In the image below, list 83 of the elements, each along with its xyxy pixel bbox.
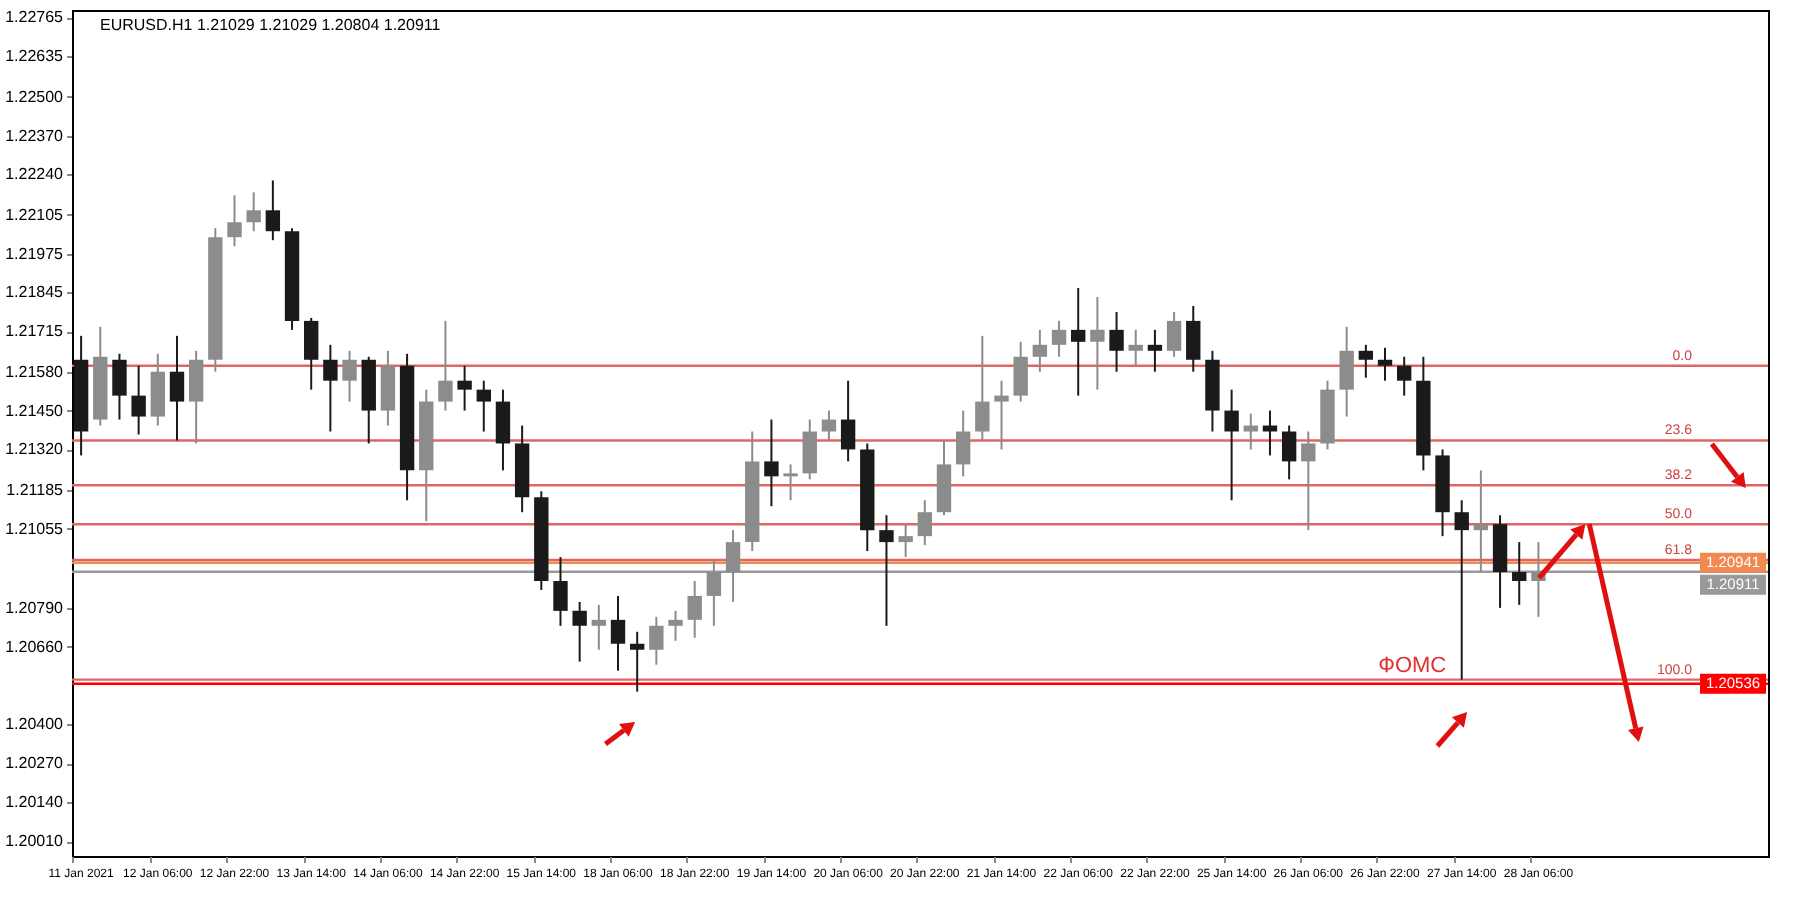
candlestick	[1224, 388, 1239, 502]
y-tick-label: 1.22240	[5, 165, 65, 184]
candlestick	[476, 379, 491, 433]
candlestick	[1262, 409, 1278, 457]
candlestick	[1512, 541, 1527, 606]
candlestick	[591, 603, 607, 651]
candlestick	[1377, 346, 1393, 382]
candlestick	[1454, 499, 1469, 681]
y-tick-label: 1.20010	[5, 832, 65, 851]
y-tick-label: 1.21975	[5, 244, 65, 263]
candlestick	[936, 439, 952, 517]
y-tick-label: 1.22370	[5, 126, 65, 145]
candlestick	[304, 316, 319, 391]
candlestick	[246, 191, 261, 233]
candlestick	[764, 418, 779, 508]
candlestick	[994, 379, 1009, 451]
candlestick	[955, 409, 971, 478]
y-tick-label: 1.21320	[5, 440, 65, 459]
candlestick	[188, 349, 204, 445]
candlestick	[150, 352, 165, 427]
candlestick	[783, 463, 798, 502]
y-tick-label: 1.21055	[5, 519, 65, 538]
candlestick	[1301, 430, 1316, 532]
candlestick	[1166, 310, 1182, 358]
candlestick	[553, 556, 568, 627]
candlestick	[879, 514, 894, 627]
candlestick	[131, 364, 146, 436]
y-tick-label: 1.22105	[5, 205, 65, 224]
y-tick-label: 1.20660	[5, 637, 65, 656]
candlestick	[1397, 355, 1412, 397]
candlestick	[649, 615, 664, 666]
candlestick	[610, 594, 626, 672]
candlestick	[1492, 514, 1508, 609]
y-tick-label: 1.21450	[5, 401, 65, 420]
candlestick	[1071, 287, 1086, 397]
candlestick	[975, 334, 990, 442]
candlestick	[1358, 343, 1374, 379]
candlestick	[323, 343, 338, 433]
candlestick	[438, 319, 453, 412]
annotation: ФОМС	[1378, 654, 1447, 678]
y-tick-label: 1.20140	[5, 793, 65, 812]
candlestick	[802, 418, 817, 481]
y-tick-label: 1.20270	[5, 754, 65, 773]
candlestick	[725, 529, 741, 603]
candlestick	[1186, 304, 1201, 373]
candlestick	[572, 600, 587, 663]
candlestick	[495, 388, 511, 472]
candlestick	[1128, 328, 1143, 367]
y-tick-label: 1.20400	[5, 715, 65, 734]
candlestick	[668, 609, 683, 642]
y-tick-label: 1.21185	[6, 480, 65, 499]
candlestick	[1243, 412, 1258, 451]
chart-title: EURUSD.H1 1.21029 1.21029 1.20804 1.20911	[100, 16, 442, 34]
candlestick	[1147, 328, 1163, 373]
candlestick	[1013, 340, 1028, 403]
candlestick	[1090, 295, 1105, 391]
candlestick	[457, 364, 472, 412]
y-tick-label: 1.20790	[5, 598, 65, 617]
candlestick	[840, 379, 856, 463]
candlestick	[706, 559, 722, 627]
y-tick-label: 1.22765	[5, 8, 65, 27]
candlestick	[687, 579, 702, 639]
candlestick	[112, 352, 127, 421]
y-tick-label: 1.21845	[5, 283, 65, 302]
candlestick	[265, 179, 281, 242]
candlestick	[1473, 469, 1489, 574]
candlestick	[821, 409, 837, 442]
candlestick	[1032, 328, 1048, 373]
candlestick	[917, 499, 932, 547]
candlestick	[1281, 424, 1297, 481]
y-tick-label: 1.22635	[5, 47, 65, 66]
candlestick	[1339, 325, 1354, 418]
candlestick	[227, 194, 242, 248]
y-tick-label: 1.22500	[5, 87, 65, 106]
candlestick	[629, 630, 645, 693]
y-tick-label: 1.21715	[5, 322, 65, 341]
candlestick	[898, 523, 913, 559]
y-tick-label: 1.21580	[5, 362, 65, 381]
candlestick	[169, 334, 185, 442]
candlestick	[380, 349, 396, 427]
candlestick	[1109, 310, 1124, 373]
candlestick	[342, 349, 357, 403]
candlestick	[1051, 319, 1067, 358]
